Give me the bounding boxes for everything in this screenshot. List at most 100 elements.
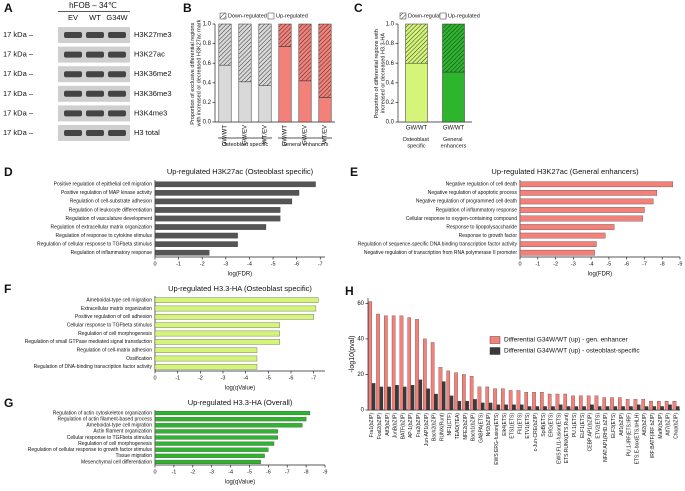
bar [418,379,423,411]
y-tick-label: Regulation of cellular response to TGFbe… [37,241,152,247]
bar [387,386,391,411]
bar [371,383,376,411]
text-line: Osteoblast [403,137,431,143]
text-line: General [443,137,464,143]
y-tick-label: Negative regulation of apoptotic process [428,190,518,196]
bar [496,404,501,411]
bar [519,181,674,188]
x-tick-label: ERG(ETS) [549,413,555,437]
blot-band [86,90,104,97]
blot-band [86,130,104,136]
legend-label: Down-regulated [228,13,267,19]
x-tick-label: ETS:E-box(ETS,bHLH) [634,413,640,465]
y-tick-label: Negative regulation of cell death [446,182,518,188]
text-line: Proportion of differential regions with [374,28,380,119]
bar [540,392,544,411]
bar [524,392,529,411]
bar [519,215,643,222]
bar [519,190,658,196]
bar [154,314,314,320]
lane-label: EV [68,13,78,22]
y-axis-label: Proportion of differential regions with … [374,28,387,119]
bar [551,406,555,411]
x-tick-label: -1 [176,261,181,267]
y-tick-label: 0.8 [203,41,212,47]
x-tick-label: NFAT:AP1(RHD,bZIP) [603,413,609,462]
y-tick-label: 0.6 [203,61,212,67]
y-tick-label: Cellular response to oxygen-containing c… [406,216,517,222]
blot-band [108,32,126,38]
panel-letter: H [345,284,354,298]
y-tick-label: 0.8 [386,41,395,47]
x-tick-label: -3 [221,375,226,381]
y-tick-label: 0.0 [203,120,212,126]
x-tick-label: -6 [266,469,271,475]
x-tick-label: BATF(bZIP) [400,413,406,440]
x-tick-label: 0 [153,261,156,267]
x-tick-label: c-Jun-CRE(bZIP) [533,413,539,452]
bar [154,429,278,434]
x-tick-label: GW/EV [243,125,249,145]
bar-segment [278,23,292,47]
bar [457,400,462,411]
bar [672,400,677,411]
bar [410,384,415,411]
bar [154,355,258,362]
y-tick-label: Regulation of cellular response to growt… [28,447,153,453]
x-tick-label: -6 [624,261,629,267]
bar [488,402,493,411]
blot-band [108,71,126,78]
x-tick-label: -9 [678,261,683,267]
text-line: enhancers [441,144,467,150]
text-line: specific [407,144,426,150]
bar [563,393,568,411]
legend-label: Up-regulated [276,13,308,19]
bar [485,386,490,411]
x-tick-label: -5 [247,469,252,475]
y-tick-label: Ameboidal-type cell migration [86,297,152,303]
y-tick-label: Regulation of leukocyte differentiation [69,207,153,213]
bar [154,207,281,213]
y-tick-label: 0.0 [386,120,395,126]
bar [633,399,638,411]
bar-segment [405,62,428,123]
bar [571,395,575,411]
y-tick-label: Mesenchymal cell differentiation [81,459,152,465]
x-tick-label: -4 [247,261,252,267]
text-line: increased or decreased H3.3-HA [381,33,387,113]
panel-letter: B [183,1,192,15]
x-tick-label: ELF3(ETS) [611,413,617,438]
y-tick-label: Regulation of small GTPase mediated sign… [25,339,153,345]
x-tick-label: ETS:RUNX(ETS,Runt) [564,413,570,464]
panel-letter: G [4,396,13,410]
y-tick-label: Ameboidal-type cell migration [86,423,152,429]
bar [586,395,591,411]
x-tick-label: ETV2(ETS) [595,413,601,439]
bar [465,400,469,411]
lane-label: G34W [106,13,128,22]
bar [594,395,599,411]
x-tick-label: GW/WT [406,126,428,132]
x-tick-label: EWS:ERG-fusion(ETS) [494,413,500,465]
bar [376,313,380,411]
y-tick-label: 1.0 [203,22,212,28]
x-tick-label: -3 [223,261,228,267]
antibody-label: H3K36me2 [134,69,172,78]
y-tick-label: Cellular response to TGFbeta stimulus [67,322,153,328]
bar [154,411,311,416]
bar-segment [258,23,272,86]
x-tick-label: NFE2(bZIP) [463,413,469,440]
bar [154,441,275,446]
chart-title: Up-regulated H3.3-HA (Osteoblast specifi… [168,284,312,293]
bar [566,406,571,411]
antibody-label: H3K27me3 [134,30,172,39]
y-tick-label: Regulation of response to cytokine stimu… [56,233,153,239]
bar [579,395,583,411]
marker-label: 17 kDa – [3,30,34,39]
x-tick-label: -4 [589,261,594,267]
x-tick-label: GW/EV [303,125,309,145]
bar [504,404,508,411]
bar [469,376,474,411]
x-tick-label: JunB(bZIP) [393,413,399,439]
bar [543,406,547,411]
